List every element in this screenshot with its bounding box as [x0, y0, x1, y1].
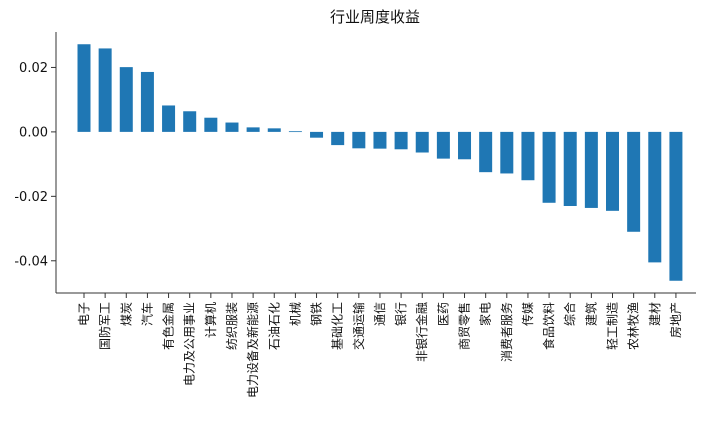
bar [500, 131, 514, 174]
x-tick-label: 食品饮料 [541, 302, 556, 350]
x-tick-label: 轻工制造 [606, 302, 620, 350]
x-tick-label: 医药 [436, 302, 450, 326]
bar [415, 131, 429, 153]
bar [352, 131, 366, 149]
bar [225, 122, 239, 132]
bar [331, 131, 345, 146]
x-tick-label: 房地产 [668, 302, 683, 338]
bar [479, 131, 493, 173]
x-tick-label: 石油石化 [267, 302, 281, 350]
x-tick-label: 建材 [648, 302, 662, 326]
x-tick-label: 非银行金融 [414, 302, 429, 362]
bar [627, 131, 641, 232]
bar [119, 67, 133, 132]
x-tick-label: 基础化工 [331, 302, 345, 350]
y-tick-label: -0.02 [14, 190, 48, 205]
bar [373, 131, 387, 149]
x-tick-label: 煤炭 [119, 302, 133, 326]
x-tick-label: 商贸零售 [457, 302, 472, 350]
x-tick-label: 银行 [394, 302, 408, 326]
bar [183, 111, 197, 132]
y-tick-label: 0.00 [19, 125, 48, 140]
bar [436, 131, 450, 159]
bar [669, 131, 683, 281]
bar [140, 71, 154, 132]
x-tick-label: 家电 [478, 302, 493, 326]
y-tick-label: -0.04 [14, 254, 48, 269]
x-tick-label: 计算机 [203, 302, 218, 338]
bar [162, 105, 176, 132]
bar [458, 131, 472, 160]
x-tick-label: 电力设备及新能源 [245, 302, 260, 398]
bar [606, 131, 619, 211]
x-tick-label: 交通运输 [351, 302, 366, 350]
x-tick-label: 传媒 [520, 302, 535, 326]
bar [204, 117, 218, 132]
bar [310, 131, 324, 138]
bar [542, 131, 556, 203]
chart-title: 行业周度收益 [330, 8, 420, 26]
x-tick-label: 汽车 [139, 302, 154, 326]
y-tick-label: 0.02 [19, 61, 48, 76]
x-tick-label: 机械 [287, 302, 302, 326]
x-tick-label: 综合 [562, 302, 577, 326]
bar [77, 44, 91, 132]
x-tick-label: 建筑 [583, 302, 598, 326]
bar [521, 131, 535, 181]
x-tick-label: 通信 [373, 302, 387, 326]
bar [648, 131, 662, 263]
x-tick-label: 国防军工 [97, 302, 112, 350]
x-tick-label: 有色金属 [161, 302, 176, 350]
x-tick-label: 农林牧渔 [627, 302, 641, 350]
bar [246, 127, 260, 132]
bar [288, 131, 302, 133]
x-tick-label: 钢铁 [310, 302, 324, 326]
x-tick-label: 电力及公用事业 [183, 302, 197, 386]
x-tick-label: 消费者服务 [499, 302, 514, 362]
bar [267, 128, 281, 132]
bar [584, 131, 598, 208]
x-tick-label: 纺织服装 [225, 302, 239, 350]
bar [98, 48, 112, 132]
bar [563, 131, 577, 206]
plot-area: -0.04 -0.02 0.00 0.02 电子 国防军工 煤炭 汽车 有色金属 电力及公用事业计… [14, 32, 696, 398]
x-tick-label: 电子 [77, 302, 91, 326]
bar [394, 131, 408, 150]
